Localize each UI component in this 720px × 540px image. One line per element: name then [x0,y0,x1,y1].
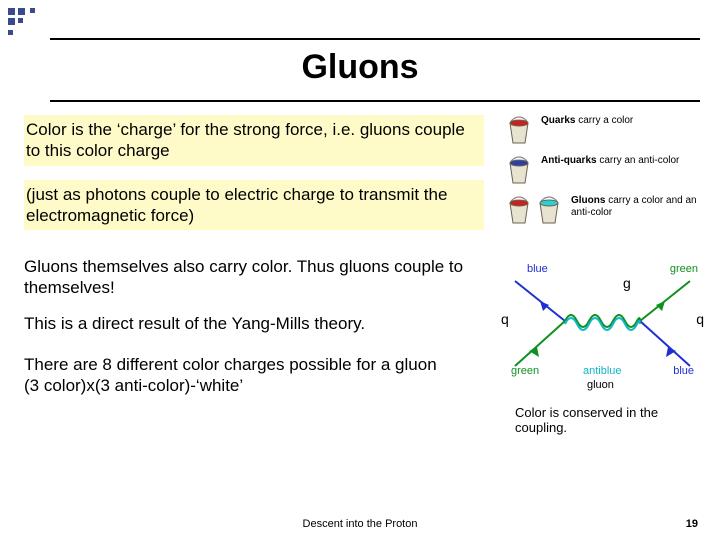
right-column: Quarks carry a color Anti-quarks carry a… [505,115,700,435]
bucket-label-gluon: Gluons carry a color and an anti-color [571,195,700,218]
para-3: Gluons themselves also carry color. Thus… [24,256,484,299]
bucket-icon-gluon-b [535,195,563,225]
bucket-label-quark: Quarks carry a color [541,115,633,127]
para-2: (just as photons couple to electric char… [24,180,484,231]
page-number: 19 [686,518,698,530]
label-green-l: green [511,365,539,377]
label-g: g [623,275,631,291]
para-5a: There are 8 different color charges poss… [24,354,484,375]
para-5b: (3 color)x(3 anti-color)-‘white’ [24,375,484,396]
bucket-gluons: Gluons carry a color and an anti-color [505,195,700,225]
label-q-right: q [696,311,704,327]
bucket-icon-antiquark [505,155,533,185]
bucket-antiquarks: Anti-quarks carry an anti-color [505,155,700,185]
label-antiblue: antiblue [583,365,622,377]
bucket-label-antiquark: Anti-quarks carry an anti-color [541,155,679,167]
para-1: Color is the ‘charge’ for the strong for… [24,115,484,166]
bucket-icon-gluon-a [505,195,533,225]
label-green-r: green [670,263,698,275]
label-blue: blue [527,263,548,275]
bucket-icon-quark [505,115,533,145]
page-title: Gluons [0,0,720,87]
label-gluon-word: gluon [587,379,614,391]
label-blue-r: blue [673,365,694,377]
label-q-left: q [501,311,509,327]
feynman-diagram: q q g blue green green antiblue blue glu… [505,261,700,401]
slide-footer: Descent into the Proton 19 [0,518,720,530]
top-rule [50,38,700,40]
bucket-quarks: Quarks carry a color [505,115,700,145]
left-column: Color is the ‘charge’ for the strong for… [24,115,484,410]
conservation-caption: Color is conserved in the coupling. [505,405,700,435]
para-4: This is a direct result of the Yang-Mill… [24,313,484,334]
footer-center: Descent into the Proton [0,518,720,530]
corner-decoration [8,8,44,44]
bottom-rule [50,100,700,102]
